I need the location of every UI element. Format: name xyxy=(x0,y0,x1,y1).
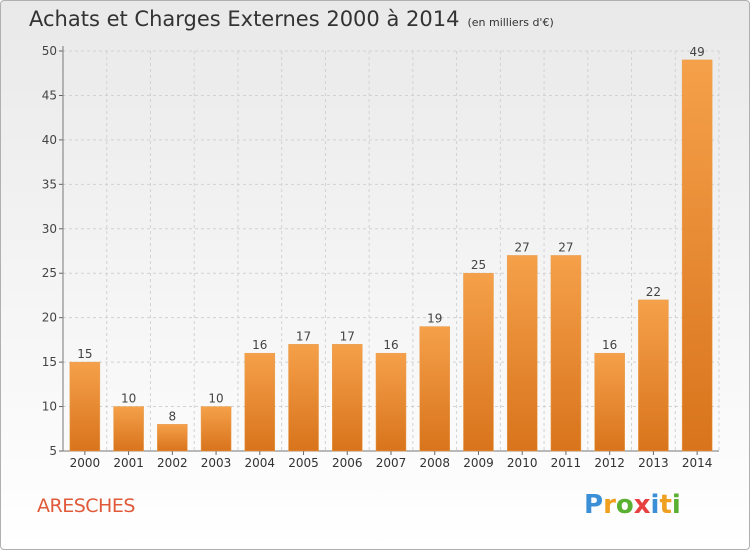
bar-value-label: 27 xyxy=(558,240,573,254)
bar-value-label: 19 xyxy=(427,312,442,326)
axes: 5 10 15 20 25 30 35 40 45 50 2000 2001 2002 2003 2004 2… xyxy=(42,44,719,470)
bar-value-label: 25 xyxy=(471,258,486,272)
y-tick-label: 45 xyxy=(42,88,57,102)
bar xyxy=(594,352,625,452)
y-tick-label: 30 xyxy=(42,222,57,236)
logo-letter: x xyxy=(633,490,651,520)
x-tick-label: 2003 xyxy=(201,456,232,470)
logo-letter: i xyxy=(650,490,660,520)
logo-letter: o xyxy=(615,490,634,520)
bars xyxy=(69,59,713,452)
chart-subtitle: (en milliers d'€) xyxy=(467,16,554,29)
x-tick-label: 2008 xyxy=(419,456,450,470)
y-tick-label: 5 xyxy=(49,444,57,458)
x-tick-label: 2014 xyxy=(682,456,713,470)
bar xyxy=(463,272,494,452)
bar-value-label: 22 xyxy=(646,285,661,299)
bar xyxy=(550,255,582,452)
x-tick-label: 2012 xyxy=(594,456,625,470)
bar-value-label: 17 xyxy=(296,329,311,343)
bar xyxy=(681,59,713,452)
y-tick-label: 25 xyxy=(42,266,57,280)
y-tick-label: 20 xyxy=(42,311,57,325)
bar xyxy=(332,344,363,452)
bar xyxy=(375,352,407,452)
x-tick-label: 2004 xyxy=(245,456,276,470)
logo-letter: i xyxy=(671,490,681,520)
bar-value-label: 10 xyxy=(208,392,223,406)
x-tick-label: 2013 xyxy=(638,456,669,470)
y-tick-label: 40 xyxy=(42,133,57,147)
x-tick-label: 2009 xyxy=(463,456,494,470)
x-tick-label: 2006 xyxy=(332,456,363,470)
proxiti-logo: Proxiti xyxy=(584,490,681,520)
logo-letter: r xyxy=(603,490,616,520)
bar xyxy=(288,344,319,452)
y-tick-label: 10 xyxy=(42,400,57,414)
bar-value-label: 17 xyxy=(340,329,355,343)
bar xyxy=(419,326,450,452)
data-labels: 15 10 8 10 16 17 17 16 19 25 27 27 16 22 49 xyxy=(77,45,705,423)
bar xyxy=(638,299,669,452)
bar xyxy=(113,406,144,452)
commune-name: ARESCHES xyxy=(37,495,135,517)
y-tick-label: 50 xyxy=(42,44,57,58)
x-tick-label: 2002 xyxy=(157,456,188,470)
x-tick-label: 2010 xyxy=(507,456,538,470)
bar xyxy=(244,352,276,452)
bar-value-label: 8 xyxy=(169,409,177,423)
bar-value-label: 49 xyxy=(689,45,704,59)
x-tick-label: 2000 xyxy=(70,456,101,470)
bar-value-label: 10 xyxy=(121,392,136,406)
logo-letter: t xyxy=(659,490,672,520)
y-tick-label: 15 xyxy=(42,355,57,369)
logo-letter: P xyxy=(584,490,604,520)
bar-value-label: 16 xyxy=(252,338,267,352)
bar-value-label: 27 xyxy=(515,240,530,254)
x-tick-label: 2011 xyxy=(551,456,582,470)
bar xyxy=(69,361,101,452)
bar xyxy=(200,406,232,452)
x-tick-label: 2005 xyxy=(288,456,319,470)
bar-value-label: 16 xyxy=(383,338,398,352)
chart-title: Achats et Charges Externes 2000 à 2014 xyxy=(29,7,460,31)
chart-title-block: Achats et Charges Externes 2000 à 2014 (e… xyxy=(29,7,554,31)
x-tick-label: 2001 xyxy=(113,456,144,470)
x-tick-label: 2007 xyxy=(376,456,407,470)
bar xyxy=(157,424,188,452)
bar-value-label: 16 xyxy=(602,338,617,352)
bar xyxy=(506,255,538,452)
bar-value-label: 15 xyxy=(77,347,92,361)
y-tick-label: 35 xyxy=(42,177,57,191)
